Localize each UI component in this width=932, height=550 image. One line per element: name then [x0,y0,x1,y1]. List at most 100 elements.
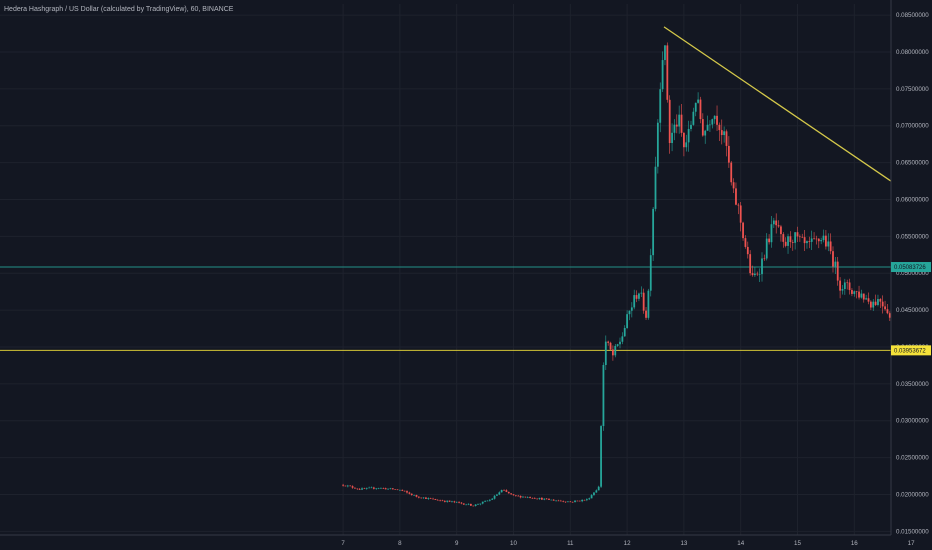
candle-body [576,500,579,502]
candle-body [763,258,766,260]
candle-body [879,298,882,302]
price-axis-background[interactable] [891,0,932,550]
price-labels: 0.05083726 0.03953672 [891,262,931,356]
y-tick-label: 0.05000000 [896,270,929,277]
candle-body [820,240,823,242]
price-label-text: 0.05083726 [894,265,926,271]
candle-body [612,349,614,356]
candle-body [770,224,773,243]
x-tick-label: 7 [341,540,345,547]
candle-body [578,500,581,502]
candle-body [344,485,347,487]
candle-body [649,255,652,291]
candle-body [765,238,768,259]
candle-body [656,122,659,167]
candle-body [503,489,505,491]
candle-body [486,500,489,502]
y-tick-label: 0.06000000 [896,196,929,203]
candle-body [365,487,368,489]
candle-body [564,501,567,503]
candle-body [746,246,749,255]
candle-body [687,128,690,143]
candle-body [417,496,420,498]
candle-body [862,293,865,300]
candle-body [675,124,678,127]
candle-body [704,130,707,136]
candle-body [465,504,468,506]
candle-body [422,497,425,499]
candle-body [427,498,430,499]
candle-body [349,485,352,487]
candle-body [410,493,413,496]
candle-body [413,495,415,496]
candle-body [872,301,875,308]
candle-body [389,488,392,489]
candle-body [730,162,733,183]
candle-body [536,498,539,500]
candle-body [590,495,593,499]
candle-body [496,494,498,496]
x-tick-label: 17 [908,540,915,547]
candle-body [519,495,522,498]
candle-body [479,503,482,505]
candle-body [384,488,387,490]
candle-body [455,501,458,503]
candle-body [512,494,515,496]
time-axis[interactable]: 78910111213141516171819202122 [341,540,932,547]
candle-body [545,498,548,500]
y-tick-label: 0.07000000 [896,123,929,130]
candle-body [460,502,463,504]
candle-body [432,498,434,500]
candle-body [865,298,868,300]
candle-body [616,344,619,346]
candle-body [841,289,844,291]
candle-body [375,488,378,489]
candle-body [758,274,761,275]
candle-body [595,490,598,493]
x-tick-label: 14 [737,540,744,547]
candle-body [794,232,797,243]
candle-body [777,225,780,227]
candle-body [403,490,406,492]
price-axis[interactable]: 0.08500000 0.08000000 0.07500000 0.07000000… [896,12,929,535]
candle-body [555,500,557,502]
candle-body [744,238,747,247]
candle-body [370,487,373,489]
candle-body [500,489,503,493]
y-tick-label: 0.02500000 [896,455,929,462]
candle-body [531,497,534,499]
candle-body [756,273,759,275]
candle-body [514,495,517,496]
candle-body [356,488,359,490]
candle-body [472,505,475,507]
candle-body [732,182,735,189]
candle-body [481,501,484,504]
candle-body [626,314,628,329]
candle-body [583,499,586,501]
grid [0,4,912,535]
candle-body [342,484,344,486]
candle-body [843,282,846,290]
candle-body [524,496,527,498]
candle-body [825,235,827,247]
price-label-box [891,345,931,356]
candle-body [621,336,624,342]
candle-body [836,261,839,281]
candle-body [713,115,716,120]
candle-body [361,488,363,490]
y-tick-label: 0.02000000 [896,491,929,498]
candle-body [678,114,681,127]
candle-body [571,501,574,503]
x-tick-label: 13 [680,540,687,547]
candle-body [822,235,825,241]
candle-body [377,488,380,489]
candle-body [429,498,432,499]
candle-body [642,292,645,311]
candle-body [609,342,612,350]
price-label: 0.03953672 [891,345,931,356]
candle-body [593,492,595,496]
candle-body [692,111,695,125]
candle-body [633,295,636,308]
